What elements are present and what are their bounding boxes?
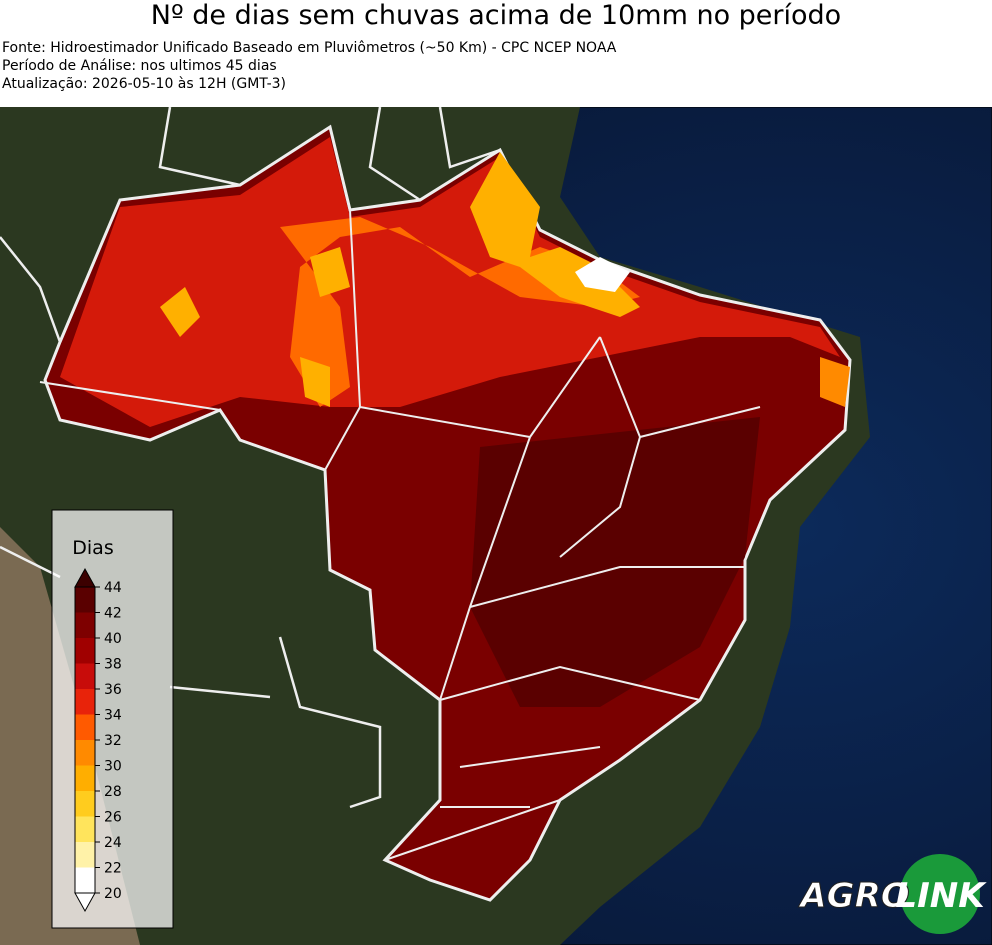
colorbar-band bbox=[75, 714, 95, 740]
northeast-patch bbox=[820, 357, 850, 407]
central-core bbox=[470, 417, 760, 707]
colorbar-tick-label: 40 bbox=[104, 631, 122, 647]
colorbar-tick-label: 38 bbox=[104, 657, 122, 673]
colorbar-tick-label: 20 bbox=[104, 886, 122, 902]
colorbar-band bbox=[75, 689, 95, 715]
logo: AGRO LINK bbox=[797, 854, 987, 934]
state-borders bbox=[39, 209, 761, 861]
colorbar-band bbox=[75, 791, 95, 817]
colorbar-tick-label: 22 bbox=[104, 861, 122, 877]
north-region bbox=[60, 137, 840, 427]
colorbar-band bbox=[75, 867, 95, 893]
logo-right: LINK bbox=[895, 876, 987, 916]
update-line: Atualização: 2026-05-10 às 12H (GMT-3) bbox=[2, 76, 286, 92]
colorbar-band bbox=[75, 663, 95, 689]
coast-white bbox=[575, 257, 630, 292]
colorbar-band bbox=[75, 740, 95, 766]
colorbar-band bbox=[75, 765, 95, 791]
colorbar-band bbox=[75, 612, 95, 638]
legend-title: Dias bbox=[72, 537, 113, 559]
colorbar-band bbox=[75, 638, 95, 664]
period-line: Período de Análise: nos ultimos 45 dias bbox=[2, 58, 277, 74]
colorbar-tick-label: 42 bbox=[104, 606, 122, 622]
country-borders bbox=[0, 107, 501, 809]
yellow-patches bbox=[160, 247, 350, 407]
colorbar-tick-label: 36 bbox=[104, 682, 122, 698]
source-line: Fonte: Hidroestimador Unificado Baseado … bbox=[2, 40, 617, 56]
colorbar-band bbox=[75, 587, 95, 613]
colorbar-tick-label: 24 bbox=[104, 835, 122, 851]
colorbar-tick-label: 44 bbox=[104, 580, 122, 596]
colorbar-band bbox=[75, 842, 95, 868]
legend-box bbox=[51, 509, 174, 929]
map-title: Nº de dias sem chuvas acima de 10mm no p… bbox=[150, 0, 842, 31]
colorbar-tick-label: 34 bbox=[104, 708, 122, 724]
colorbar-tick-label: 30 bbox=[104, 759, 122, 775]
colorbar-tick-label: 32 bbox=[104, 733, 122, 749]
colorbar-band bbox=[75, 816, 95, 842]
colorbar-tick-label: 26 bbox=[104, 810, 122, 826]
colorbar-tick-label: 28 bbox=[104, 784, 122, 800]
legend: Dias 20 22 24 26 28 30 32 34 36 38 40 42 44 bbox=[51, 509, 174, 929]
logo-left: AGRO bbox=[797, 876, 909, 916]
map: Dias 20 22 24 26 28 30 32 34 36 38 40 42 44 AGRO LIN… bbox=[0, 107, 992, 945]
logo-circle bbox=[900, 854, 980, 934]
